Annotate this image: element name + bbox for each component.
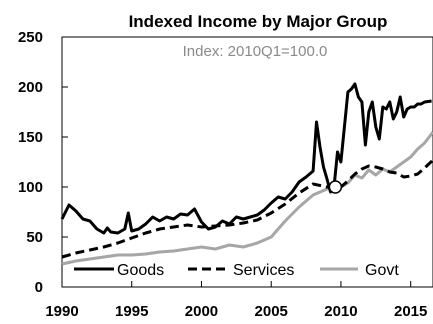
y-tick-label: 0 [35,279,43,296]
x-tick-label: 1990 [45,303,78,320]
index-note: Index: 2010Q1=100.0 [183,43,328,60]
x-tick-label: 2000 [185,303,218,320]
y-tick-label: 100 [18,179,43,196]
y-tick-label: 150 [18,129,43,146]
legend: Goods Services Govt [74,262,399,279]
y-tick-label: 200 [18,79,43,96]
y-tick-label: 250 [18,29,43,46]
series-line-services [61,158,433,259]
legend-label-govt: Govt [365,262,399,279]
x-tick-label: 2010 [324,303,357,320]
chart-title: Indexed Income by Major Group [129,12,388,31]
index-base-marker [328,180,343,194]
plot-area [61,36,433,288]
series-layer [60,82,433,266]
x-tick-label: 2005 [255,303,288,320]
series-line-govt [61,131,433,266]
series-line-goods [60,82,432,235]
x-axis: 1990 1995 2000 2005 2010 2015 [45,281,427,320]
x-tick-label: 2015 [394,303,427,320]
x-tick-label: 1995 [115,303,148,320]
y-tick-label: 50 [26,229,43,246]
legend-label-goods: Goods [117,262,164,279]
y-axis: 0 50 100 150 200 250 [18,29,68,296]
legend-label-services: Services [233,262,294,279]
